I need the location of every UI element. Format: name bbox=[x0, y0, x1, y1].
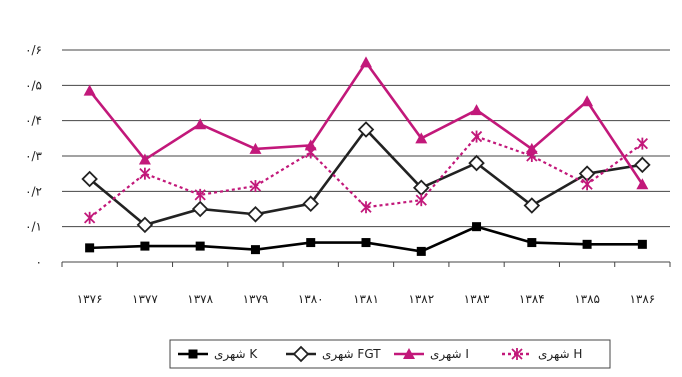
legend-swatch-marker bbox=[511, 348, 523, 360]
data-point bbox=[636, 137, 649, 150]
data-point bbox=[360, 201, 372, 214]
x-axis-ticks: ۱۳۷۶ ۱۳۷۷ ۱۳۷۸ ۱۳۷۹ ۱۳۸۰ ۱۳۸۱ ۱۳۸۲ ۱۳۸۳ ۱۳۸۴ ۱۳۸۵… bbox=[77, 292, 656, 306]
data-point bbox=[527, 238, 537, 248]
x-tick-label: ۱۳۸۵ bbox=[574, 292, 600, 306]
data-point bbox=[302, 195, 320, 212]
x-tick-label: ۱۳۸۱ bbox=[353, 292, 379, 306]
data-point bbox=[361, 238, 371, 248]
chart-series bbox=[81, 56, 651, 256]
data-point bbox=[194, 188, 206, 201]
y-tick-label: ۰/۵ bbox=[25, 78, 42, 92]
data-point bbox=[415, 194, 427, 207]
data-point bbox=[304, 139, 317, 151]
data-point bbox=[85, 243, 95, 253]
y-tick-label: ۰/۱ bbox=[25, 220, 42, 234]
x-tick-label: ۱۳۷۸ bbox=[187, 292, 213, 306]
y-tick-label: ۰/۴ bbox=[25, 114, 42, 128]
data-point bbox=[523, 197, 541, 214]
x-tick-label: ۱۳۷۷ bbox=[132, 292, 158, 306]
y-tick-label: ۰/۳ bbox=[25, 149, 42, 163]
data-point bbox=[247, 206, 264, 223]
data-point bbox=[194, 118, 207, 130]
legend-label: شهری K bbox=[214, 347, 258, 362]
data-point bbox=[415, 132, 428, 144]
data-point bbox=[636, 178, 649, 190]
data-point bbox=[83, 211, 96, 224]
data-point bbox=[249, 180, 262, 193]
data-point bbox=[470, 130, 483, 143]
x-tick-label: ۱۳۸۴ bbox=[519, 292, 545, 306]
data-point bbox=[195, 241, 205, 251]
data-point bbox=[634, 156, 651, 174]
x-tick-label: ۱۳۷۹ bbox=[243, 292, 269, 306]
data-point bbox=[637, 239, 647, 249]
data-point bbox=[140, 241, 150, 251]
data-point bbox=[581, 178, 593, 191]
chart-legend: شهری K شهری FGT شهری I شهری H bbox=[169, 339, 611, 369]
x-tick-label: ۱۳۸۶ bbox=[629, 292, 655, 306]
data-point bbox=[416, 246, 426, 256]
y-tick-label: ۰/۲ bbox=[25, 184, 42, 198]
data-point bbox=[249, 142, 262, 154]
data-point bbox=[305, 146, 317, 159]
data-point bbox=[136, 216, 154, 234]
y-tick-label: ۰/۶ bbox=[25, 43, 42, 57]
data-point bbox=[581, 95, 594, 107]
data-point bbox=[81, 170, 98, 188]
x-tick-label: ۱۳۷۶ bbox=[77, 292, 103, 306]
data-point bbox=[468, 154, 485, 172]
legend-box bbox=[169, 339, 611, 369]
data-point bbox=[250, 245, 260, 255]
data-point bbox=[360, 56, 372, 68]
x-tick-label: ۱۳۸۰ bbox=[298, 292, 324, 306]
data-point bbox=[582, 239, 592, 249]
legend-swatch-marker bbox=[403, 348, 415, 359]
x-tick-label: ۱۳۸۳ bbox=[464, 292, 490, 306]
legend-label: شهری FGT bbox=[322, 347, 381, 362]
legend-label: شهری I bbox=[430, 347, 469, 362]
data-point bbox=[525, 142, 538, 154]
data-point bbox=[306, 238, 316, 248]
data-point bbox=[138, 153, 151, 165]
data-point bbox=[191, 200, 209, 218]
legend-swatch-marker bbox=[188, 349, 198, 359]
data-point bbox=[472, 222, 482, 232]
data-point bbox=[526, 150, 538, 162]
x-tick-label: ۱۳۸۲ bbox=[408, 292, 434, 306]
data-point bbox=[470, 104, 483, 116]
y-tick-label: ۰ bbox=[36, 255, 42, 269]
data-point bbox=[139, 167, 151, 180]
chart-grid bbox=[61, 49, 671, 267]
data-point bbox=[83, 84, 96, 96]
y-axis-ticks: ۰ ۰/۱ ۰/۲ ۰/۳ ۰/۴ ۰/۵ ۰/۶ bbox=[25, 43, 42, 269]
legend-swatch-marker bbox=[292, 345, 310, 363]
legend-label: شهری H bbox=[538, 347, 582, 362]
data-point bbox=[357, 121, 375, 138]
series-line bbox=[88, 135, 644, 219]
